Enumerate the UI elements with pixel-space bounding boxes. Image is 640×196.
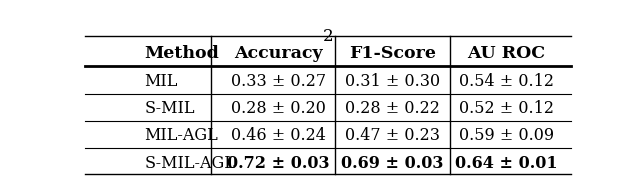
Text: 0.59 ± 0.09: 0.59 ± 0.09 <box>459 127 554 144</box>
Text: 0.28 ± 0.22: 0.28 ± 0.22 <box>345 100 440 117</box>
Text: F1-Score: F1-Score <box>349 45 436 62</box>
Text: S-MIL: S-MIL <box>145 100 195 117</box>
Text: 0.33 ± 0.27: 0.33 ± 0.27 <box>231 73 326 90</box>
Text: MIL-AGL: MIL-AGL <box>145 127 218 144</box>
Text: 0.52 ± 0.12: 0.52 ± 0.12 <box>459 100 554 117</box>
Text: 0.47 ± 0.23: 0.47 ± 0.23 <box>345 127 440 144</box>
Text: 0.54 ± 0.12: 0.54 ± 0.12 <box>459 73 554 90</box>
Text: Accuracy: Accuracy <box>234 45 323 62</box>
Text: S-MIL-AGL: S-MIL-AGL <box>145 155 236 172</box>
Text: 0.72 ± 0.03: 0.72 ± 0.03 <box>227 155 330 172</box>
Text: 0.64 ± 0.01: 0.64 ± 0.01 <box>455 155 558 172</box>
Text: AU ROC: AU ROC <box>467 45 546 62</box>
Text: Method: Method <box>145 45 220 62</box>
Text: 0.46 ± 0.24: 0.46 ± 0.24 <box>231 127 326 144</box>
Text: MIL: MIL <box>145 73 178 90</box>
Text: 0.28 ± 0.20: 0.28 ± 0.20 <box>231 100 326 117</box>
Text: 0.31 ± 0.30: 0.31 ± 0.30 <box>345 73 440 90</box>
Text: 2: 2 <box>323 28 333 45</box>
Text: 0.69 ± 0.03: 0.69 ± 0.03 <box>341 155 444 172</box>
